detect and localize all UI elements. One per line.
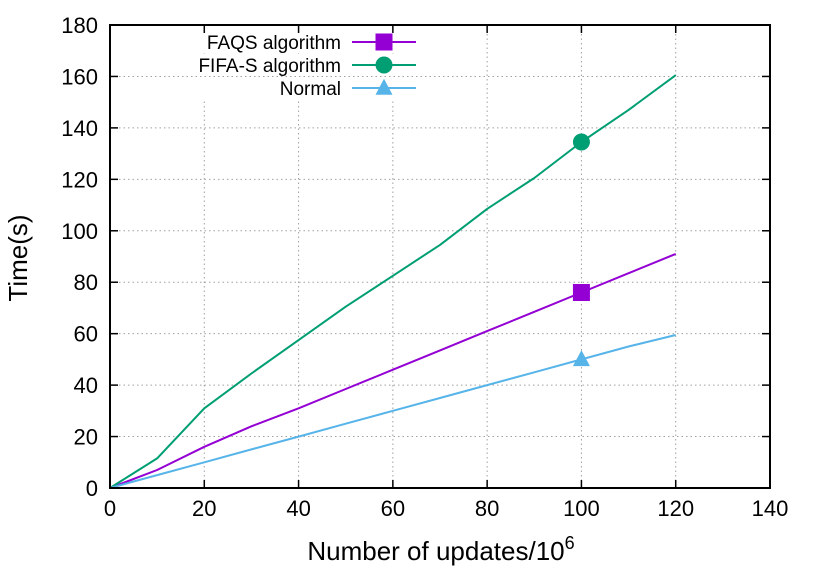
y-tick-label: 120 (61, 167, 98, 192)
x-tick-label: 40 (286, 496, 310, 521)
data-point-triangle-marker (572, 350, 590, 367)
axes (109, 24, 771, 489)
x-axis-title: Number of updates/106 (307, 533, 574, 566)
y-tick-label: 40 (74, 373, 98, 398)
data-point-square-marker (572, 284, 590, 302)
legend-square-marker (375, 33, 393, 51)
y-tick-label: 140 (61, 116, 98, 141)
y-tick-label: 0 (86, 476, 98, 501)
x-tick-label: 60 (381, 496, 405, 521)
legend-label: FAQS algorithm (207, 33, 341, 54)
y-tick-label: 160 (61, 64, 98, 89)
x-tick-label: 140 (752, 496, 789, 521)
x-tick-label: 0 (104, 496, 116, 521)
x-axis-title-main: Number of updates/10 (307, 536, 564, 566)
legend-triangle-marker (375, 78, 393, 95)
grid-lines (110, 25, 770, 488)
legend-circle-marker (375, 56, 393, 74)
legend-background (150, 31, 430, 53)
legend-background (150, 54, 430, 76)
legend-background (150, 77, 430, 99)
x-tick-label: 100 (563, 496, 600, 521)
legend-label: Normal (280, 79, 341, 100)
x-tick-label: 20 (192, 496, 216, 521)
x-tick-label: 120 (657, 496, 694, 521)
y-tick-label: 100 (61, 219, 98, 244)
data-point-circle-marker (572, 133, 590, 151)
x-axis-title-superscript: 6 (565, 533, 575, 553)
plot-frame (109, 24, 771, 489)
ticks: 0 20 40 60 80 100 120 140 0 20 40 60 80 100 120 140 160 1… (61, 13, 788, 521)
y-axis-title: Time(s) (3, 214, 33, 301)
y-tick-label: 80 (74, 270, 98, 295)
x-tick-label: 80 (475, 496, 499, 521)
y-tick-label: 180 (61, 13, 98, 38)
y-tick-label: 60 (74, 322, 98, 347)
series-lines (109, 74, 677, 489)
legend-label: FIFA-S algorithm (198, 56, 341, 77)
y-tick-label: 20 (74, 425, 98, 450)
